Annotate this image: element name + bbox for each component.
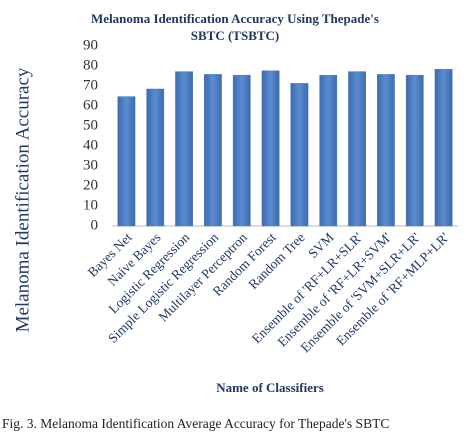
y-tick-label: 50 bbox=[83, 117, 98, 133]
y-tick-label: 20 bbox=[83, 177, 98, 193]
bar bbox=[232, 74, 251, 227]
bar bbox=[319, 74, 338, 227]
y-tick-label: 30 bbox=[83, 157, 98, 173]
y-tick-label: 60 bbox=[83, 97, 98, 113]
bar bbox=[377, 74, 395, 227]
bar bbox=[434, 68, 453, 227]
bar bbox=[261, 70, 280, 227]
bar bbox=[146, 88, 165, 227]
chart-title: Melanoma Identification Accuracy Using T… bbox=[91, 11, 379, 43]
bar bbox=[405, 74, 424, 227]
y-tick-label: 70 bbox=[83, 77, 98, 93]
y-tick-label: 10 bbox=[83, 197, 98, 213]
x-axis-label: Name of Classifiers bbox=[216, 380, 324, 395]
y-tick-label: 0 bbox=[91, 217, 99, 233]
y-tick-label: 90 bbox=[83, 37, 98, 53]
bar bbox=[175, 71, 193, 227]
bar bbox=[348, 71, 366, 227]
y-tick-label: 40 bbox=[83, 137, 98, 153]
caption: Fig. 3. Melanoma Identification Average … bbox=[2, 416, 390, 431]
bar bbox=[204, 74, 222, 227]
bar bbox=[290, 83, 309, 227]
y-tick-label: 80 bbox=[83, 57, 98, 73]
bar bbox=[117, 96, 136, 227]
y-axis-label: Melanoma Identification Accuracy bbox=[12, 67, 33, 332]
